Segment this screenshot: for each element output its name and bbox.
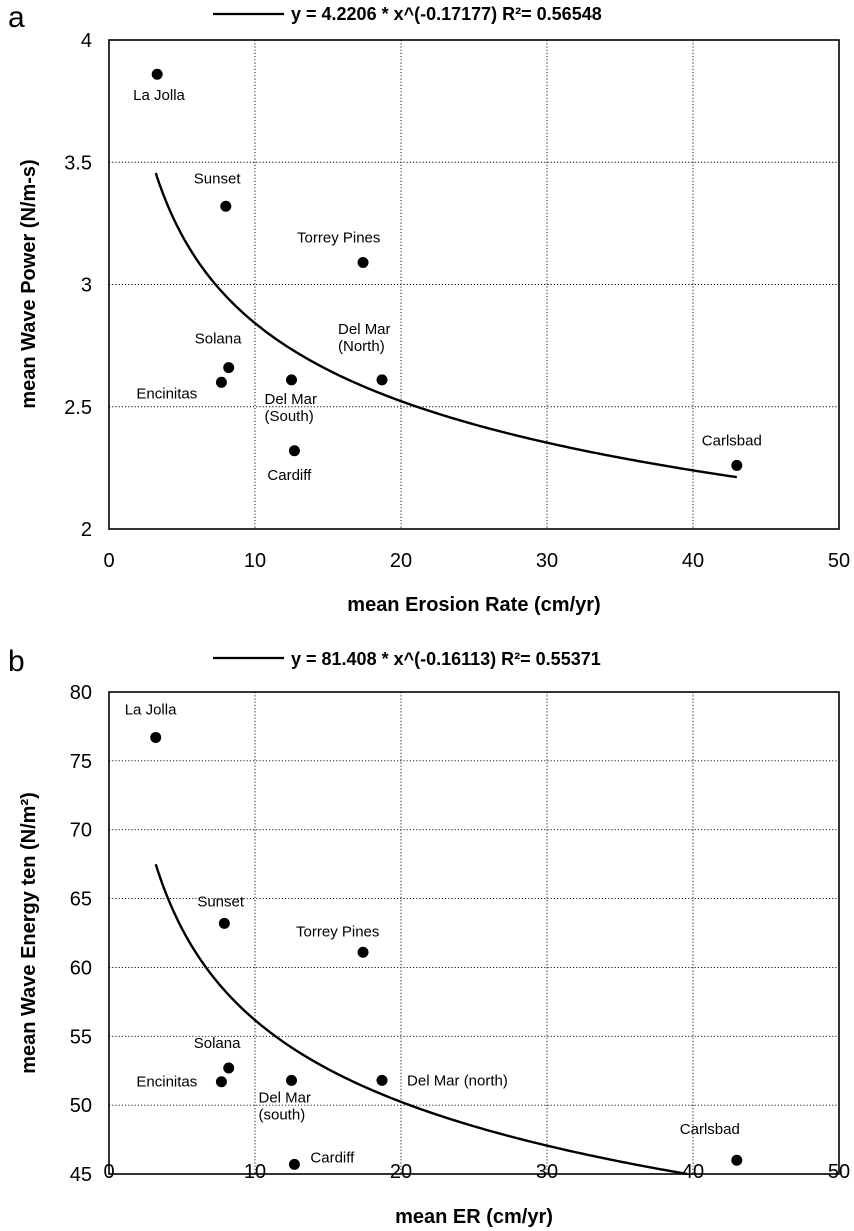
data-point [223,1062,235,1074]
x-tick-label: 10 [244,1161,266,1183]
x-axis-label-a: mean Erosion Rate (cm/yr) [347,594,600,616]
y-tick-label: 70 [70,820,92,842]
data-point [731,1154,743,1166]
plot-frame-a [108,39,840,530]
panel-b: b y = 81.408 * x^(-0.16113) R²= 0.55371 … [8,645,850,1228]
panel-a: a y = 4.2206 * x^(-0.17177) R²= 0.56548 … [8,1,850,616]
y-tick-label: 80 [70,682,92,704]
point-label: Cardiff [267,467,312,484]
y-tick-label: 3 [81,275,92,297]
data-point [357,946,369,958]
point-label: Encinitas [136,1074,197,1091]
data-point [215,376,227,388]
data-point [286,374,297,386]
data-point [376,374,388,386]
data-point [151,68,163,80]
point-label: Carlsbad [702,432,762,449]
point-label: (North) [338,338,385,355]
point-label: Sunset [197,893,245,910]
point-label: (south) [259,1106,306,1123]
point-label: Torrey Pines [296,923,379,940]
x-tick-label: 40 [682,1161,704,1183]
data-point [150,731,162,743]
point-label: Torrey Pines [297,229,380,246]
point-label: Del Mar [265,391,318,408]
x-axis-label-b: mean ER (cm/yr) [395,1206,553,1228]
x-tick-label: 20 [390,1161,412,1183]
data-point [376,1074,388,1086]
fit-equation-b: y = 81.408 * x^(-0.16113) R²= 0.55371 [291,649,601,669]
x-tick-label: 30 [536,1161,558,1183]
point-label: Solana [195,331,242,348]
data-point [288,1158,300,1170]
y-axis-label-a: mean Wave Power (N/m-s) [18,159,40,408]
data-point [220,200,232,212]
panel-label-a: a [8,1,25,34]
y-tick-label: 75 [70,751,92,773]
x-tick-label: 40 [682,550,704,572]
point-label: Encinitas [136,385,197,402]
data-point [286,1074,297,1086]
data-point [218,917,230,929]
y-tick-label: 65 [70,889,92,911]
point-label: La Jolla [125,701,177,718]
y-tick-label: 3.5 [64,152,92,174]
panel-label-b: b [8,645,25,678]
point-label: La Jolla [133,87,185,104]
y-tick-label: 4 [81,30,92,52]
data-point [223,362,235,374]
fit-curve [154,863,688,1176]
x-tick-label: 0 [103,550,114,572]
data-point [357,256,369,268]
y-tick-label: 60 [70,957,92,979]
y-tick-label: 50 [70,1095,92,1117]
y-tick-label: 2 [81,519,92,541]
y-axis-label-b: mean Wave Energy ten (N/m²) [18,792,40,1074]
point-label: Del Mar (north) [407,1072,508,1089]
point-label: Cardiff [310,1149,355,1166]
y-tick-label: 45 [70,1164,92,1186]
point-label: Del Mar [259,1089,312,1106]
y-tick-label: 2.5 [64,397,92,419]
plot-frame-b [108,691,840,1175]
data-point [731,459,743,471]
x-tick-label: 10 [244,550,266,572]
x-tick-label: 50 [828,550,850,572]
data-point [215,1076,227,1088]
fit-curve [154,172,737,479]
fit-equation-a: y = 4.2206 * x^(-0.17177) R²= 0.56548 [291,4,602,24]
data-point [288,445,300,457]
x-tick-label: 20 [390,550,412,572]
point-label: Del Mar [338,321,391,338]
x-tick-label: 30 [536,550,558,572]
point-label: Sunset [194,170,242,187]
y-tick-label: 55 [70,1026,92,1048]
point-label: (South) [265,408,314,425]
point-label: Solana [194,1035,241,1052]
point-label: Carlsbad [680,1121,740,1138]
